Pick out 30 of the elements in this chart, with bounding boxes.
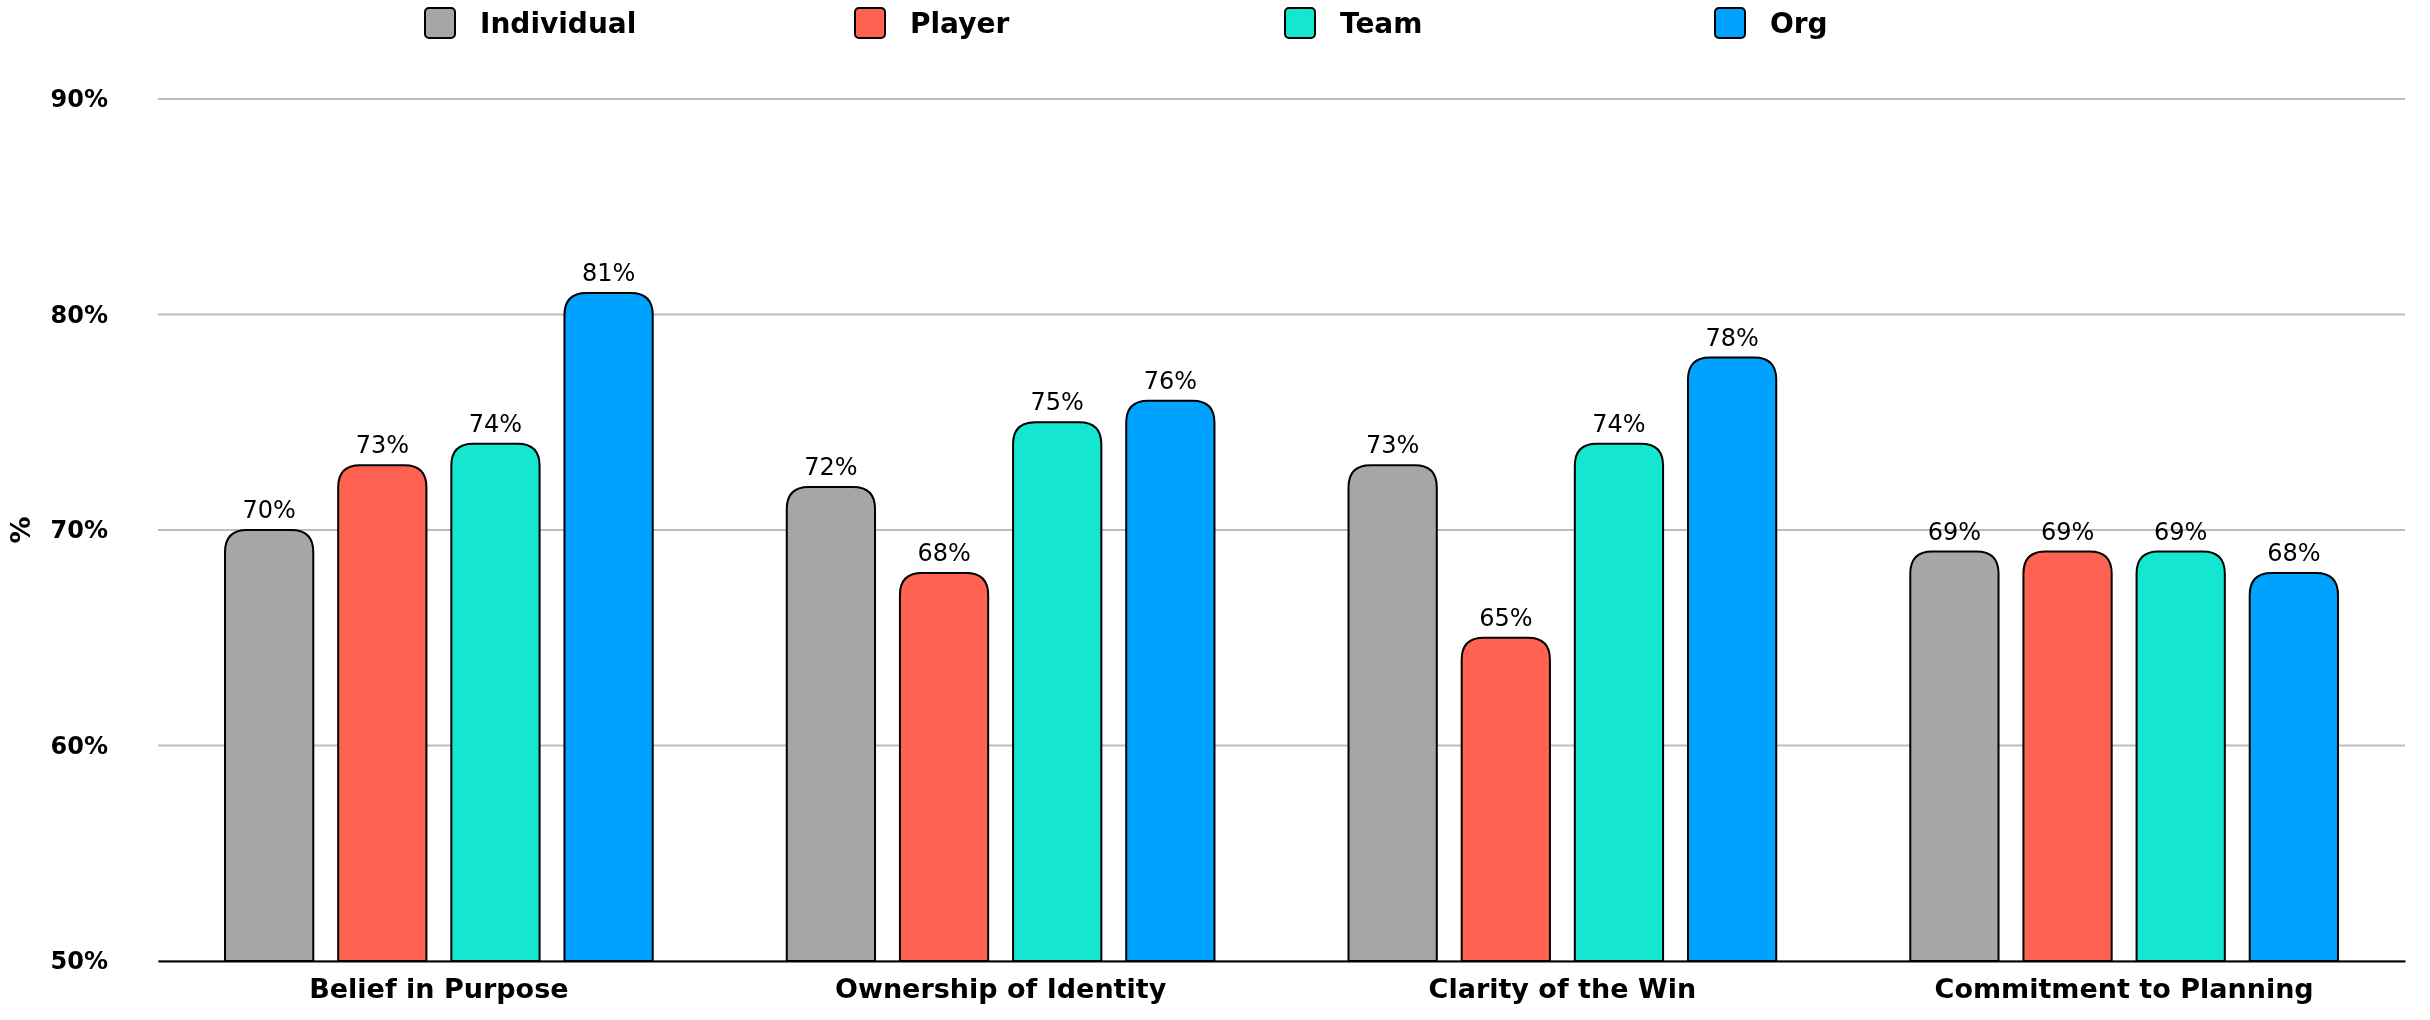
x-tick-label: Belief in Purpose bbox=[309, 973, 569, 1005]
legend-label: Team bbox=[1340, 7, 1423, 40]
legend-label: Individual bbox=[480, 7, 637, 40]
data-label: 74% bbox=[1592, 409, 1646, 438]
x-tick-label: Commitment to Planning bbox=[1934, 973, 2314, 1005]
data-label: 68% bbox=[917, 539, 971, 568]
data-label: 76% bbox=[1143, 366, 1198, 395]
x-tick-label: Clarity of the Win bbox=[1428, 973, 1697, 1005]
data-label: 81% bbox=[581, 258, 636, 287]
y-tick-label: 60% bbox=[50, 731, 108, 760]
data-label: 75% bbox=[1030, 388, 1084, 417]
data-label: 69% bbox=[2154, 517, 2208, 546]
data-label: 69% bbox=[2040, 517, 2095, 546]
data-label: 65% bbox=[1479, 603, 1533, 632]
y-tick-label: 70% bbox=[50, 516, 108, 545]
y-tick-label: 50% bbox=[50, 947, 108, 976]
y-tick-label: 90% bbox=[50, 85, 108, 114]
y-axis-title: % bbox=[5, 516, 36, 544]
data-label: 69% bbox=[1927, 517, 1982, 546]
data-label: 73% bbox=[355, 431, 409, 460]
y-tick-label: 80% bbox=[50, 300, 108, 329]
legend-label: Player bbox=[910, 7, 1010, 40]
data-label: 74% bbox=[468, 409, 523, 438]
x-tick-label: Ownership of Identity bbox=[834, 973, 1167, 1005]
data-label: 70% bbox=[242, 496, 296, 524]
data-label: 78% bbox=[1705, 323, 1759, 352]
data-label: 68% bbox=[2267, 539, 2321, 568]
legend-label: Org bbox=[1770, 7, 1828, 40]
data-label: 73% bbox=[1365, 431, 1420, 460]
data-label: 72% bbox=[804, 452, 858, 481]
